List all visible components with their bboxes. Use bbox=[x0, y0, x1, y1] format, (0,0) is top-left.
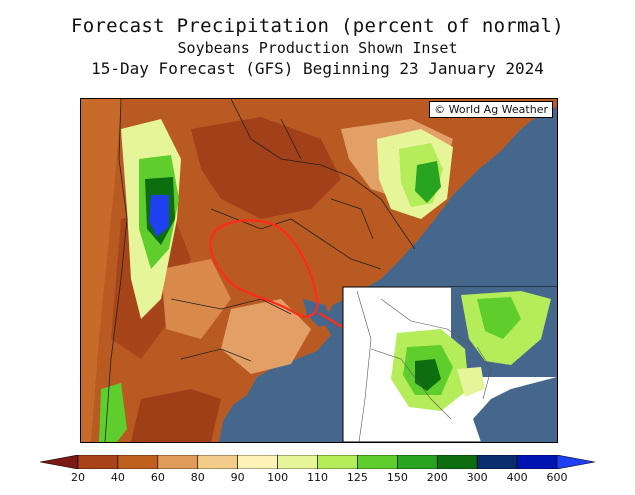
legend-swatch bbox=[476, 455, 518, 469]
wet-area-brazil-peak bbox=[415, 161, 441, 203]
legend-swatch bbox=[277, 455, 318, 469]
inset-soy-brazil-dark bbox=[477, 297, 521, 339]
soybean-region-outline bbox=[209, 219, 319, 318]
legend-label: 400 bbox=[506, 471, 528, 484]
map-title: Forecast Precipitation (percent of norma… bbox=[70, 15, 565, 37]
inset-soy-argentina-core bbox=[415, 359, 441, 391]
legend-swatch bbox=[237, 455, 278, 469]
dry-area-north bbox=[191, 117, 341, 219]
inset-soy-uruguay bbox=[457, 367, 485, 397]
credit-label: © World Ag Weather bbox=[429, 101, 553, 118]
inset-borders bbox=[356, 290, 492, 442]
legend-swatch bbox=[397, 455, 438, 469]
legend-arrow-low bbox=[40, 455, 79, 469]
legend-arrow-high bbox=[556, 455, 595, 469]
andes-wet-max bbox=[149, 195, 169, 237]
legend-label: 110 bbox=[307, 471, 328, 484]
tan-area-mid bbox=[161, 259, 231, 339]
dry-area-south bbox=[131, 389, 221, 442]
soybean-inset bbox=[342, 286, 557, 442]
inset-ocean-east bbox=[473, 377, 557, 442]
legend-label: 125 bbox=[346, 471, 368, 484]
legend-label: 60 bbox=[150, 471, 165, 484]
legend-label: 150 bbox=[386, 471, 408, 484]
country-borders bbox=[104, 99, 416, 442]
legend-colorbar bbox=[40, 455, 595, 469]
legend-label: 100 bbox=[267, 471, 289, 484]
legend-swatch bbox=[357, 455, 398, 469]
legend-label: 300 bbox=[466, 471, 488, 484]
legend-labels: 20 40 60 80 90 100 110 125 150 200 300 400 600 bbox=[40, 471, 595, 487]
chile-strip bbox=[81, 99, 121, 442]
legend-label: 600 bbox=[546, 471, 568, 484]
legend-swatch bbox=[77, 455, 119, 469]
legend-swatch bbox=[436, 455, 478, 469]
color-legend: 20 40 60 80 90 100 110 125 150 200 300 400 600 bbox=[40, 455, 595, 491]
legend-label: 20 bbox=[71, 471, 85, 484]
legend-swatch bbox=[516, 455, 558, 469]
legend-label: 80 bbox=[190, 471, 205, 484]
legend-label: 90 bbox=[230, 471, 245, 484]
legend-label: 40 bbox=[110, 471, 125, 484]
map-canvas bbox=[81, 99, 557, 442]
map-subtitle: Soybeans Production Shown Inset bbox=[177, 39, 458, 57]
river-plate bbox=[303, 299, 333, 327]
legend-swatch bbox=[317, 455, 358, 469]
legend-swatch bbox=[117, 455, 159, 469]
title-block: Forecast Precipitation (percent of norma… bbox=[0, 14, 635, 79]
map-forecast-period: 15-Day Forecast (GFS) Beginning 23 Janua… bbox=[91, 59, 544, 78]
forecast-map: © World Ag Weather bbox=[80, 98, 558, 443]
legend-label: 200 bbox=[426, 471, 448, 484]
tan-area-south bbox=[221, 299, 311, 374]
legend-swatch bbox=[157, 455, 199, 469]
legend-swatch bbox=[197, 455, 238, 469]
